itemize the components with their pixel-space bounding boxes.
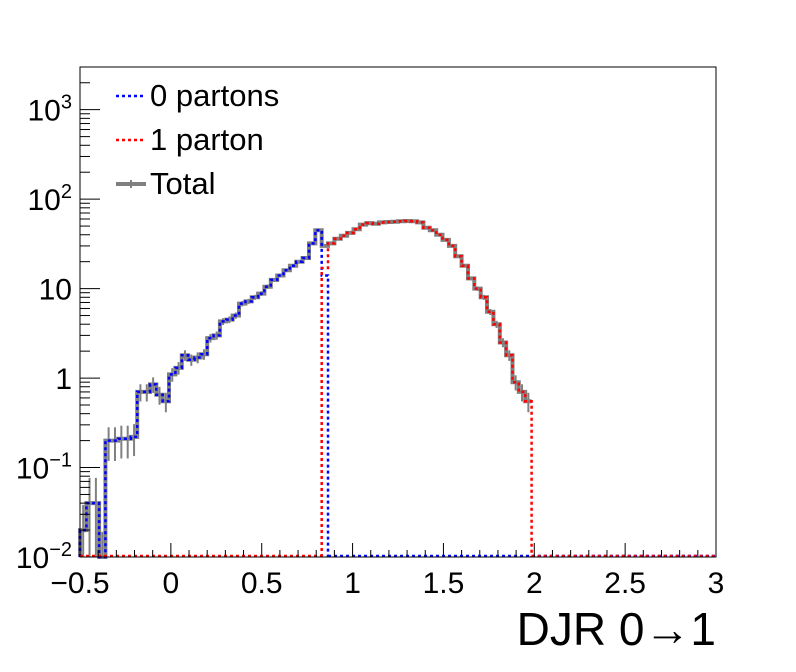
series-line-1-parton [320,219,533,557]
plot-series-group [78,219,716,559]
plot-frame [79,66,717,558]
legend: 0 partons 1 parton Total [116,78,279,201]
x-tick-label: 1.5 [423,567,465,600]
x-tick-label: −0.5 [50,567,109,600]
series-line-0-partons [78,228,330,559]
series-0-partons [78,228,716,559]
legend-label-1-parton: 1 parton [150,122,264,157]
series-1-parton [80,219,716,558]
y-tick-label: 102 [28,181,73,217]
axes-group: −0.5 0 0.5 1 1.5 2 2.5 3 10−2 10−1 1 10 102 103 [16,66,725,600]
y-tick-label: 1 [55,363,72,396]
x-tick-label: 3 [708,567,725,600]
x-tick-label: 0 [163,567,180,600]
y-tick-label: 103 [28,92,73,128]
x-tick-label: 0.5 [241,567,283,600]
y-tick-label: 10−1 [16,450,72,486]
y-tick-label: 10−2 [16,539,72,575]
y-tick-label: 10 [39,274,72,307]
x-tick-label: 2.5 [604,567,646,600]
x-tick-label: 1 [344,567,361,600]
x-tick-label: 2 [526,567,543,600]
legend-label-total: Total [150,166,215,201]
x-axis-title: DJR 0→1 [517,603,716,655]
legend-label-0-partons: 0 partons [150,78,279,113]
